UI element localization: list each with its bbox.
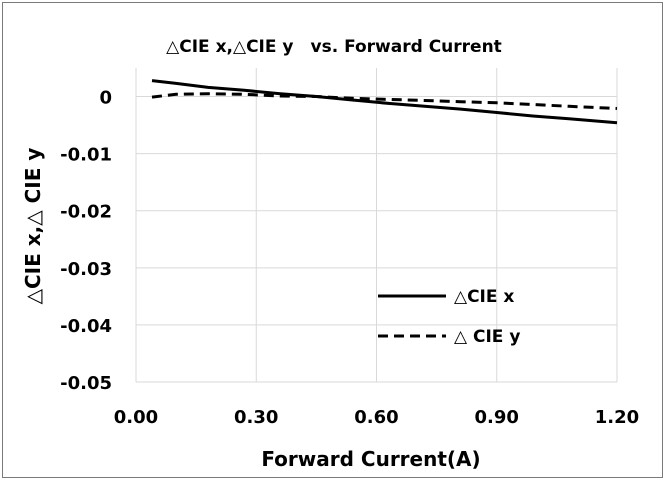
chart-frame <box>2 2 663 478</box>
series-line-cie-y <box>151 92 618 110</box>
y-tick-label: -0.05 <box>60 373 112 394</box>
x-axis-label: Forward Current(A) <box>261 447 480 471</box>
y-tick-label: -0.04 <box>60 316 112 337</box>
x-tick-label: 1.20 <box>595 407 639 428</box>
y-tick-label: -0.01 <box>60 145 112 166</box>
x-tick-labels: 0.00 0.30 0.60 0.90 1.20 <box>114 407 639 428</box>
legend-label-cie-x: △CIE x <box>454 287 514 307</box>
y-tick-label: -0.02 <box>60 202 112 223</box>
x-tick-label: 0.00 <box>114 407 158 428</box>
legend: △CIE x △ CIE y <box>378 287 520 347</box>
chart-title: △CIE x,△CIE y vs. Forward Current <box>166 37 502 57</box>
y-axis-label: △CIE x,△ CIE y <box>21 148 45 305</box>
x-tick-label: 0.60 <box>354 407 398 428</box>
legend-label-cie-y: △ CIE y <box>454 327 520 347</box>
y-tick-label: 0 <box>99 88 112 109</box>
x-tick-label: 0.90 <box>475 407 519 428</box>
x-tick-label: 0.30 <box>234 407 278 428</box>
series-lines <box>151 79 618 125</box>
gridlines <box>135 68 618 383</box>
axes <box>135 68 617 383</box>
series-line-cie-x <box>151 79 618 125</box>
y-tick-labels: 0 -0.01 -0.02 -0.03 -0.04 -0.05 <box>60 88 112 394</box>
y-tick-label: -0.03 <box>60 259 112 280</box>
